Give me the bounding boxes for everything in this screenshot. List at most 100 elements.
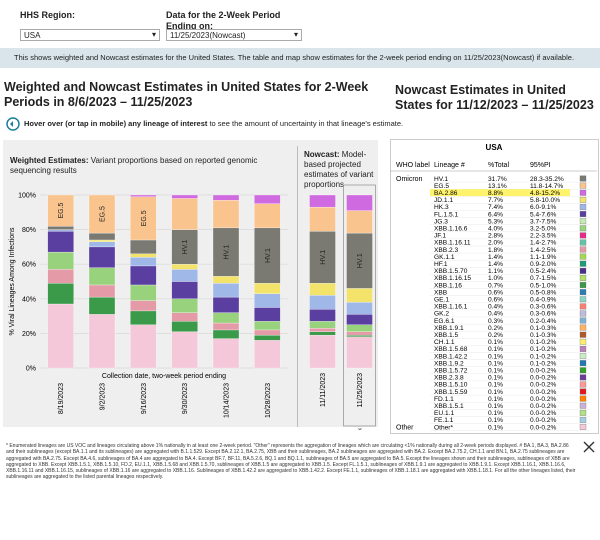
lineage-swatch	[579, 402, 587, 409]
nowcast-subtitle: Model-based projected estimates of varia…	[304, 150, 374, 189]
bar-segment	[47, 229, 74, 232]
table-cell: 0.1-0.3%	[530, 332, 557, 339]
lineage-swatch	[579, 381, 587, 388]
bar-segment	[254, 340, 281, 369]
y-tick-label: 20%	[22, 331, 36, 338]
table-cell: 0.3-0.6%	[530, 311, 557, 318]
table-cell: 13.1%	[488, 183, 507, 190]
table-cell: XBB.1.16.1	[434, 304, 468, 311]
table-cell: 0.3%	[488, 318, 503, 325]
bar-segment	[171, 298, 198, 313]
table-cell: GK.1.1	[434, 254, 455, 261]
x-tick-label: 10/14/2023	[224, 383, 231, 418]
bar-segment	[130, 324, 157, 369]
region-select[interactable]: USA	[20, 29, 160, 41]
table-cell: 0.0-0.2%	[530, 375, 557, 382]
segment-label: EG.5	[100, 206, 107, 222]
lineage-swatch	[579, 182, 587, 189]
bar-segment	[309, 328, 336, 332]
weighted-title: Weighted Estimates:	[10, 156, 89, 165]
table-cell: EG.6.1	[434, 318, 455, 325]
bar-segment	[254, 329, 281, 336]
table-cell: 4.0%	[488, 226, 503, 233]
table-cell: 0.0-0.2%	[530, 403, 557, 410]
bar-segment	[309, 295, 336, 310]
table-cell: 28.3-35.2%	[530, 176, 564, 183]
table-cell: 31.7%	[488, 176, 507, 183]
bar-segment	[212, 194, 240, 201]
bar-segment	[130, 257, 157, 267]
table-cell: 0.1%	[488, 417, 503, 424]
table-cell: 0.6%	[488, 297, 503, 304]
table-cell: 0.1%	[488, 389, 503, 396]
y-axis-label: % Viral Lineages Among Infections	[9, 227, 16, 336]
table-cell: 0.0-0.2%	[530, 424, 557, 431]
table-cell: 0.2%	[488, 332, 503, 339]
lineage-swatch	[579, 175, 587, 182]
lineage-swatch	[579, 395, 587, 402]
lineage-swatch	[579, 239, 587, 246]
lineage-swatch	[579, 275, 587, 281]
table-title: Nowcast Estimates in United States for 1…	[395, 83, 594, 112]
bar-segment	[212, 276, 240, 284]
table-region: USA	[486, 143, 503, 152]
bar-segment	[254, 203, 281, 229]
x-tick-label: 11/25/2023	[357, 373, 364, 408]
table-cell: 6.4%	[488, 211, 503, 218]
table-cell: 0.3-0.6%	[530, 304, 557, 311]
table-cell: 6.0-9.1%	[530, 204, 557, 211]
column-header: WHO label	[396, 162, 430, 169]
table-cell: XBB.1.5.72	[434, 368, 468, 375]
bar-segment	[171, 269, 198, 282]
table-cell: 3.2-5.0%	[530, 226, 557, 233]
table-cell: EU.1.1	[434, 410, 454, 417]
bar-segment	[309, 309, 336, 322]
table-cell: XBB.1.16.11	[434, 240, 471, 247]
table-cell: 0.1%	[488, 410, 503, 417]
column-header: %Total	[488, 162, 509, 169]
table-cell: XBB.1.5.68	[434, 346, 468, 353]
bar-segment	[254, 227, 281, 284]
bar-segment	[171, 194, 198, 199]
table-cell: XBB.1.5.10	[434, 382, 468, 389]
table-cell: 7.7%	[488, 197, 503, 204]
table-cell: 0.0-0.2%	[530, 417, 557, 424]
bar-segment	[346, 331, 373, 336]
table-cell: XBB.1.5.1	[434, 403, 464, 410]
period-label: Data for the 2-Week Period Ending on:	[166, 10, 281, 31]
lineage-swatch	[579, 303, 587, 310]
lineage-swatch	[579, 189, 587, 196]
table-cell: 0.7%	[488, 282, 503, 289]
bar-segment	[171, 229, 198, 265]
bar-segment	[88, 296, 116, 315]
bar-segment	[88, 239, 116, 242]
period-select[interactable]: 11/25/2023(Nowcast)	[166, 29, 302, 41]
lineage-swatch	[579, 374, 587, 381]
hover-icon	[6, 117, 20, 131]
table-cell: 1.8%	[488, 247, 503, 254]
table-cell: 0.1%	[488, 424, 503, 431]
bar-segment	[346, 324, 373, 332]
lineage-swatch	[579, 331, 587, 338]
table-cell: 5.4-7.6%	[530, 211, 557, 218]
bar-segment	[130, 300, 157, 312]
table-cell: 0.2-0.4%	[530, 318, 557, 325]
lineage-table: USA WHO label Lineage # %Total 95%PI Omicron H…	[390, 143, 597, 431]
table-cell: XBB.2.3	[434, 247, 459, 254]
table-cell: XBB.1.5	[434, 332, 459, 339]
table-cell: 0.1%	[488, 403, 503, 410]
table-cell: XBB.2.3.8	[434, 375, 464, 382]
table-cell: 0.1-0.2%	[530, 346, 557, 353]
table-cell: XBB.1.5.70	[434, 268, 468, 275]
table-cell: 11.8-14.7%	[530, 183, 563, 190]
info-banner: This shows weighted and Nowcast estimate…	[0, 48, 600, 68]
lineage-swatch	[579, 424, 587, 430]
table-cell: 0.0-0.2%	[530, 382, 557, 389]
table-cell: Other	[396, 424, 414, 431]
close-icon[interactable]	[582, 440, 596, 454]
hover-note: Hover over (or tap in mobile) any lineag…	[24, 119, 403, 128]
bar-segment	[212, 200, 240, 229]
lineage-swatch	[579, 282, 587, 288]
table-cell: FE.1.1	[434, 417, 454, 424]
bar-segment	[309, 231, 336, 284]
